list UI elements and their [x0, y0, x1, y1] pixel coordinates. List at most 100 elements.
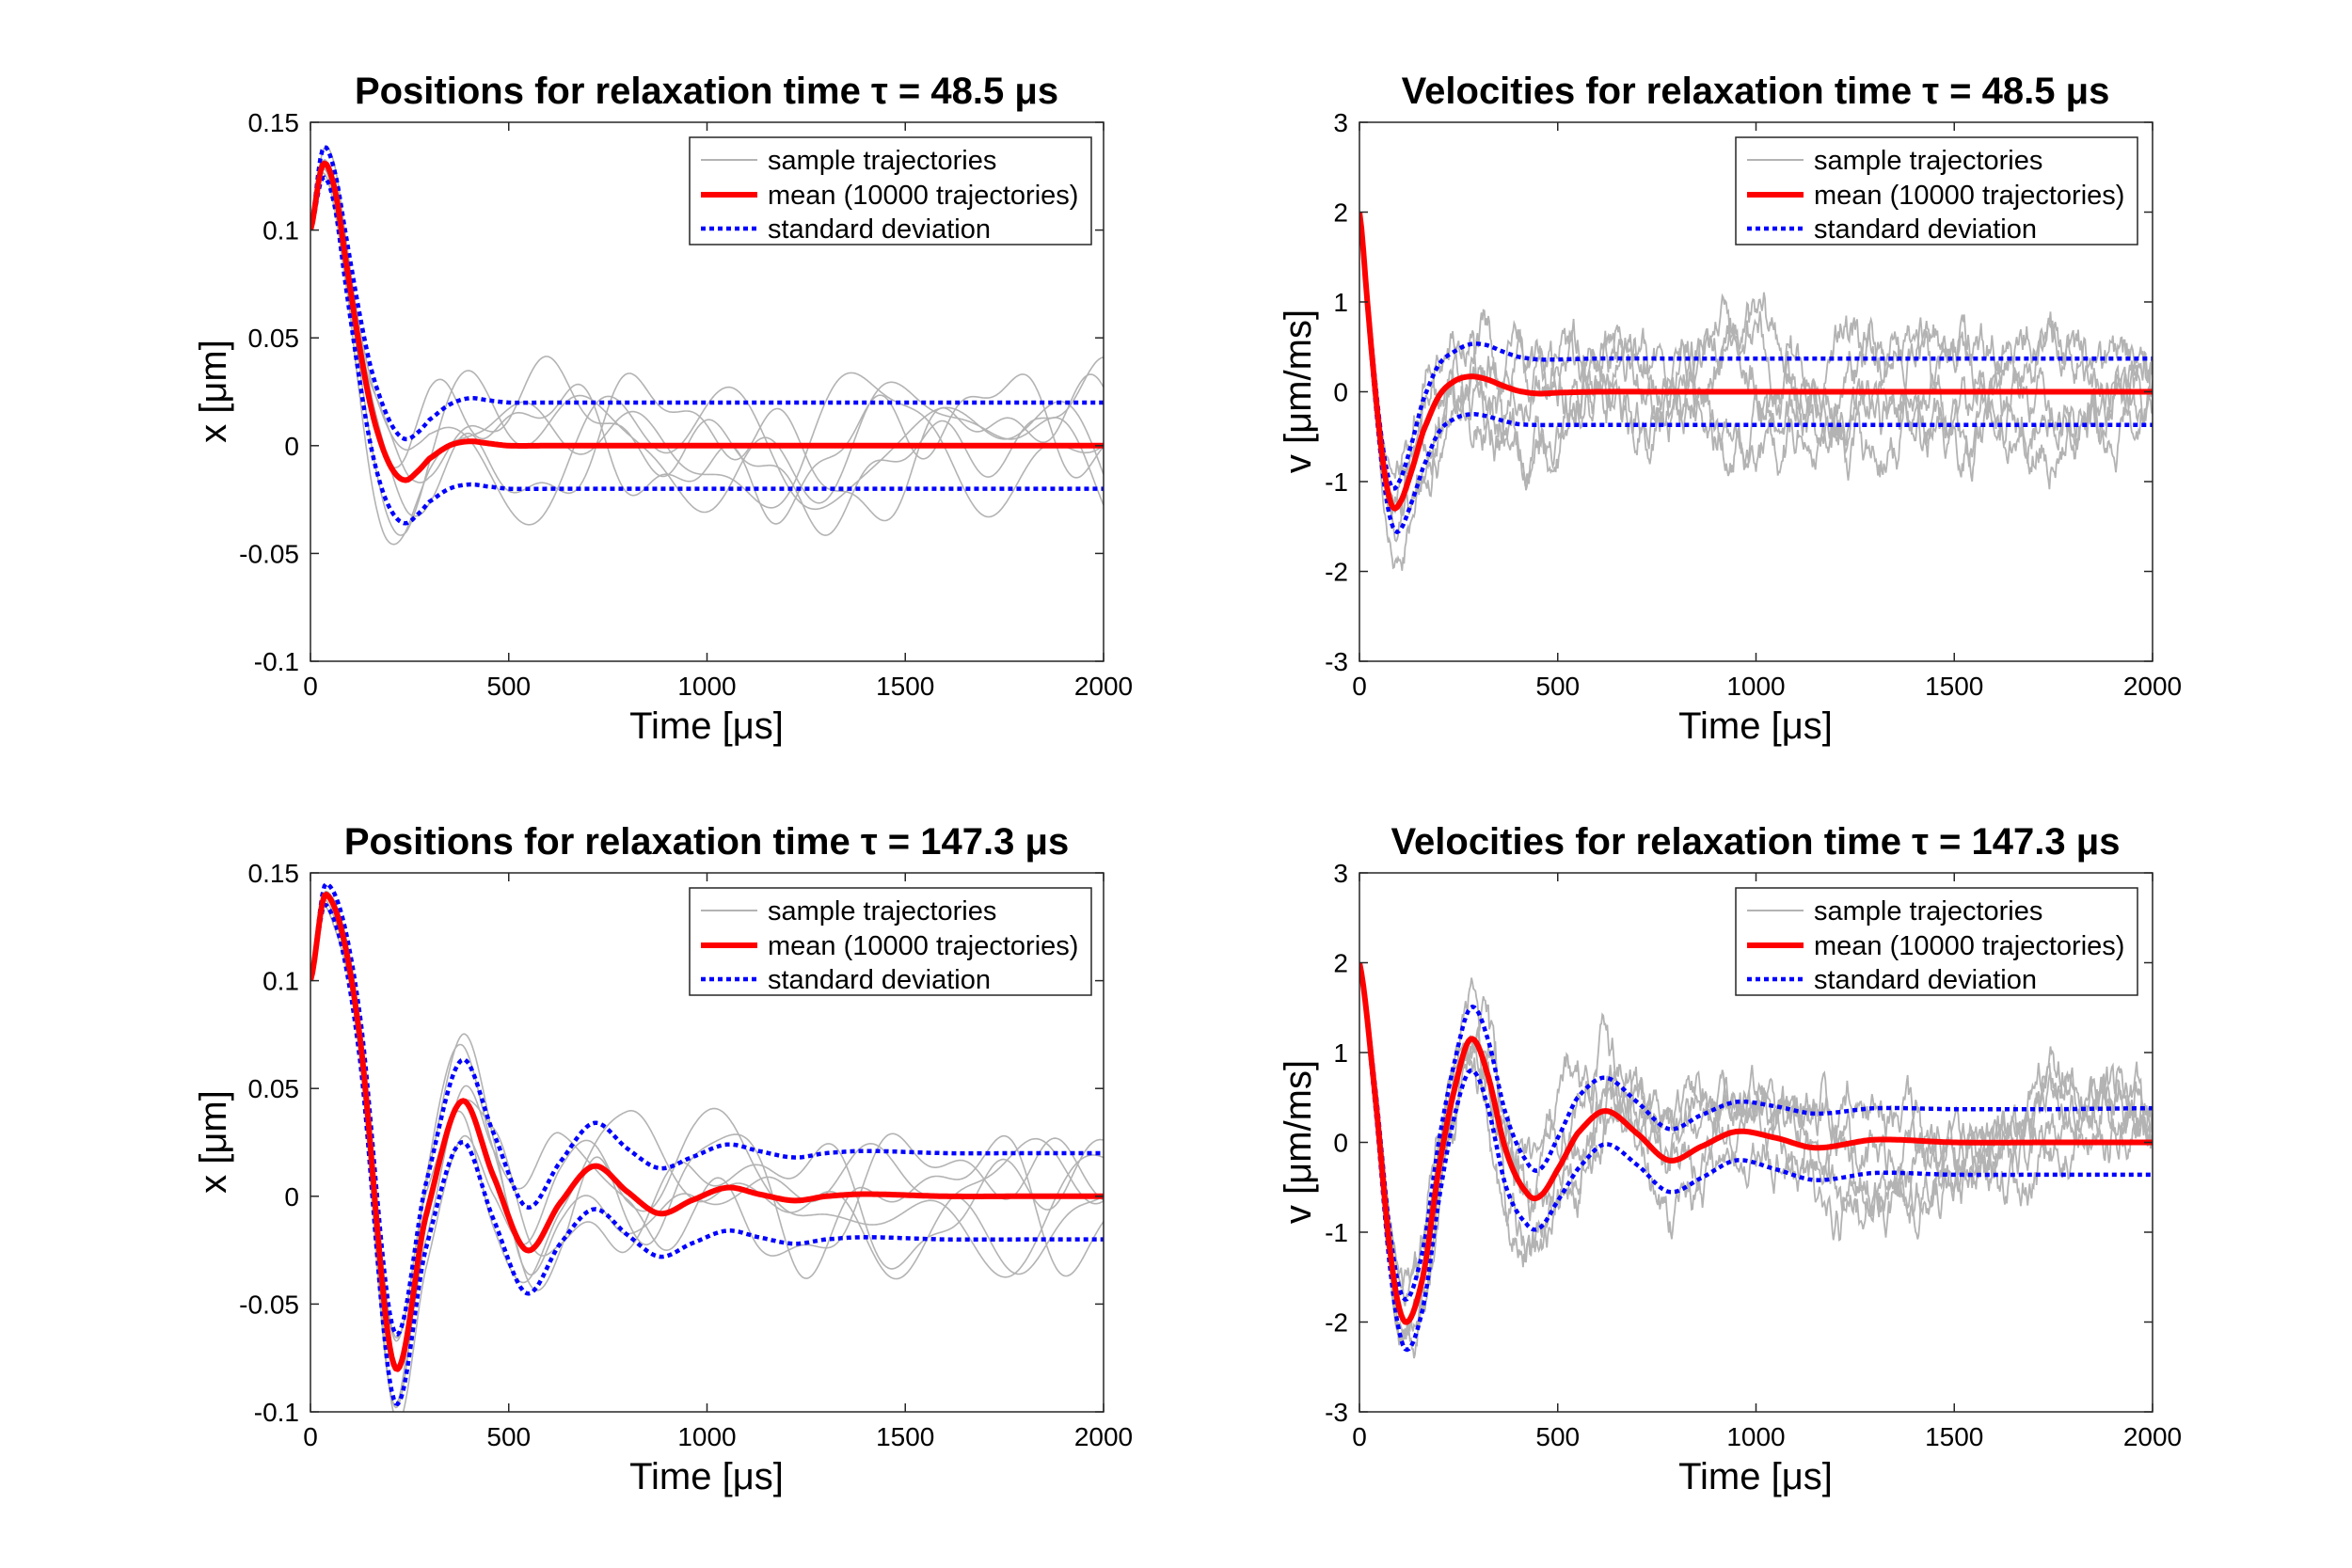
x-tick-label: 500: [486, 1422, 531, 1451]
x-tick-label: 2000: [1074, 672, 1133, 701]
sample-trajectory-line: [310, 166, 1104, 536]
y-tick-label: -3: [1325, 1398, 1348, 1427]
mean-line: [1359, 961, 2153, 1325]
std-lower-line: [1359, 212, 2153, 534]
sample-trajectory-line: [310, 160, 1104, 526]
plot-data: [310, 881, 1104, 1412]
chart-title: Positions for relaxation time τ = 147.3 …: [344, 821, 1069, 863]
legend-mean-label: mean (10000 trajectories): [1814, 931, 2124, 961]
sample-trajectory-line: [310, 898, 1104, 1368]
legend-sample-label: sample trajectories: [768, 896, 996, 927]
plot-area: 0 500 1000 1500 2000 -3 -2 -1 0 1 2 3: [1325, 108, 2182, 701]
y-tick-label: 0: [1333, 378, 1348, 407]
y-tick-label: 0: [1333, 1129, 1348, 1158]
std-upper-line: [310, 145, 1104, 442]
legend-mean-label: mean (10000 trajectories): [768, 931, 1078, 961]
axes: 0 500 1000 1500 2000 -0.1 -0.05 0 0.05 0.1 0.15: [239, 859, 1133, 1451]
x-tick-label: 1000: [1726, 672, 1785, 701]
y-axis-label: x [μm]: [193, 1090, 234, 1194]
x-tick-label: 1000: [1726, 1422, 1785, 1451]
plot-data: [310, 145, 1104, 546]
x-tick-label: 2000: [1074, 1422, 1133, 1451]
x-tick-label: 500: [486, 672, 531, 701]
legend-box: [1735, 887, 2138, 996]
legend: sample trajectories mean (10000 trajecto…: [1735, 887, 2138, 996]
y-tick-label: 0.05: [248, 1074, 300, 1103]
y-tick-label: -1: [1325, 467, 1348, 497]
mean-line: [310, 891, 1104, 1372]
y-axis-label: v [μm/ms]: [1278, 1060, 1319, 1224]
x-tick-label: 0: [1352, 1422, 1367, 1451]
x-axis-label: Time [μs]: [1678, 1456, 1833, 1497]
x-tick-label: 0: [303, 672, 318, 701]
sample-trajectory-line: [310, 904, 1104, 1339]
y-tick-label: 2: [1333, 949, 1348, 978]
legend-sample-label: sample trajectories: [1814, 146, 2042, 176]
legend-std-label: standard deviation: [768, 965, 991, 995]
sample-trajectory-line: [310, 145, 1104, 522]
y-tick-label: 2: [1333, 198, 1348, 228]
legend-sample-label: sample trajectories: [768, 146, 996, 176]
y-tick-label: -0.05: [239, 539, 299, 568]
plot-area: 0 500 1000 1500 2000 -0.1 -0.05 0 0.05 0.1 0.15: [239, 859, 1133, 1451]
mean-line: [310, 160, 1104, 483]
y-tick-label: 0.15: [248, 108, 300, 137]
x-tick-label: 2000: [2123, 672, 2182, 701]
y-tick-label: -0.1: [254, 1398, 299, 1427]
y-tick-label: 3: [1333, 859, 1348, 888]
y-tick-label: 0.05: [248, 324, 300, 353]
y-tick-label: 0.1: [262, 216, 299, 245]
y-axis-label: x [μm]: [193, 340, 234, 443]
axes: 0 500 1000 1500 2000 -3 -2 -1 0 1 2 3: [1325, 859, 2182, 1451]
legend-sample-label: sample trajectories: [1814, 896, 2042, 927]
y-tick-label: -0.05: [239, 1290, 299, 1319]
chart-panel-positions-147: Positions for relaxation time τ = 147.3 …: [193, 821, 1133, 1497]
y-tick-label: 0.15: [248, 859, 300, 888]
y-tick-label: -2: [1325, 558, 1348, 587]
x-axis-label: Time [μs]: [1678, 705, 1833, 747]
x-tick-label: 1500: [876, 672, 934, 701]
y-tick-label: 0: [284, 432, 299, 461]
x-tick-label: 500: [1535, 1422, 1580, 1451]
x-tick-label: 0: [303, 1422, 318, 1451]
sample-trajectory-line: [310, 168, 1104, 536]
std-lower-line: [1359, 962, 2153, 1353]
axes: 0 500 1000 1500 2000 -3 -2 -1 0 1 2 3: [1325, 108, 2182, 701]
y-axis-label: v [μm/ms]: [1278, 309, 1319, 473]
y-tick-label: 0.1: [262, 967, 299, 996]
legend: sample trajectories mean (10000 trajecto…: [1735, 136, 2138, 245]
std-lower-line: [310, 175, 1104, 526]
x-tick-label: 1500: [1925, 1422, 1983, 1451]
x-tick-label: 0: [1352, 672, 1367, 701]
y-tick-label: 3: [1333, 108, 1348, 137]
legend-std-label: standard deviation: [768, 214, 991, 245]
std-upper-line: [310, 881, 1104, 1337]
chart-panel-velocities-48: Velocities for relaxation time τ = 48.5 …: [1278, 71, 2182, 747]
y-tick-label: -1: [1325, 1218, 1348, 1247]
chart-title: Positions for relaxation time τ = 48.5 μ…: [355, 71, 1058, 112]
y-tick-label: 0: [284, 1182, 299, 1212]
legend: sample trajectories mean (10000 trajecto…: [689, 136, 1092, 245]
y-tick-label: -0.1: [254, 647, 299, 676]
sample-trajectory-line: [1359, 962, 2153, 1346]
legend-mean-label: mean (10000 trajectories): [768, 181, 1078, 211]
mean-line: [1359, 212, 2153, 512]
plot-area: 0 500 1000 1500 2000 -3 -2 -1 0 1 2 3: [1325, 859, 2182, 1451]
sample-trajectory-line: [1359, 212, 2153, 516]
axes: 0 500 1000 1500 2000 -0.1 -0.05 0 0.05 0.1 0.15: [239, 108, 1133, 701]
std-upper-line: [1359, 212, 2153, 491]
y-tick-label: -2: [1325, 1308, 1348, 1338]
chart-title: Velocities for relaxation time τ = 147.3…: [1391, 821, 2121, 863]
y-tick-label: -3: [1325, 647, 1348, 676]
x-tick-label: 1000: [677, 1422, 736, 1451]
plot-data: [1359, 212, 2153, 571]
plot-data: [1359, 961, 2153, 1359]
chart-title: Velocities for relaxation time τ = 48.5 …: [1402, 71, 2110, 112]
x-tick-label: 500: [1535, 672, 1580, 701]
plot-area: 0 500 1000 1500 2000 -0.1 -0.05 0 0.05 0.1 0.15: [239, 108, 1133, 701]
std-upper-line: [1359, 962, 2153, 1302]
std-lower-line: [310, 902, 1104, 1406]
legend-std-label: standard deviation: [1814, 965, 2037, 995]
